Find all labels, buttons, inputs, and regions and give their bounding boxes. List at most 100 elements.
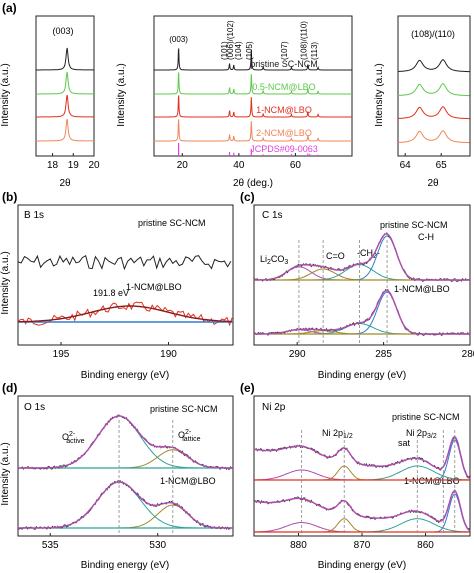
b-fit-envelope <box>17 305 233 323</box>
x-tick-label: 535 <box>42 540 59 551</box>
raw-data-trace <box>253 288 471 337</box>
peak-annotation: (104) <box>234 41 243 60</box>
x-tick-label: 20 <box>177 160 189 171</box>
c-li2co3-label: Li2CO3 <box>260 254 288 266</box>
envelope-trace <box>18 481 233 529</box>
c-title: C 1s <box>262 210 283 221</box>
x-tick-label: 18 <box>47 160 59 171</box>
e-xlabel: Binding energy (eV) <box>318 560 406 571</box>
e-ni2p32-label: Ni 2p3/2 <box>406 428 437 440</box>
c-ch2-label: -CH2- <box>357 248 380 260</box>
b-plot <box>17 254 233 327</box>
a-mid-legend: pristine SC-NCM 0.5-NCM@LBO 1-NCM@LBO 2-NCM… <box>250 59 318 154</box>
a-right-annotation: (108)/(110) <box>411 29 455 39</box>
e-plot <box>253 430 471 536</box>
d-active-label: O2-active <box>62 431 85 445</box>
panel-c: C 1s pristine SC-NCM 1-NCM@LBO Li2CO3 C=… <box>253 204 474 381</box>
a-left-trace <box>36 71 94 95</box>
x-tick-label: 19 <box>68 160 80 171</box>
c-frame <box>253 204 471 346</box>
d-frame <box>17 395 234 537</box>
panel-letter-a: (a) <box>2 1 17 15</box>
a-left-trace <box>36 47 94 71</box>
b-title: B 1s <box>24 210 44 221</box>
x-tick-label: 290 <box>289 349 306 360</box>
x-tick-label: 20 <box>88 160 100 171</box>
c-bottom-label: 1-NCM@LBO <box>394 284 450 294</box>
d-plot <box>17 414 234 536</box>
a-right-ticks: 64 65 <box>400 153 448 171</box>
x-tick-label: 65 <box>436 160 448 171</box>
e-title: Ni 2p <box>262 402 286 413</box>
a-left-annotation: (003) <box>52 26 73 36</box>
x-tick-label: 880 <box>290 540 307 551</box>
panel-letter-e: (e) <box>240 381 255 395</box>
raw-data-trace <box>17 479 234 531</box>
d-title: O 1s <box>24 402 45 413</box>
b-bottom-label: 1-NCM@LBO <box>126 282 182 292</box>
x-tick-label: 190 <box>160 349 177 360</box>
panel-letter-d: (d) <box>2 381 17 395</box>
a-mid-trace <box>154 119 352 142</box>
peak-annotation: (108)/(110) <box>300 21 309 60</box>
b-pristine-trace <box>17 254 232 271</box>
e-ni2p12-label: Ni 2p1/2 <box>322 428 353 440</box>
d-xlabel: Binding energy (eV) <box>81 560 169 571</box>
envelope-trace <box>253 436 471 480</box>
c-ch-label: C-H <box>418 232 434 242</box>
fit-component <box>254 522 470 533</box>
a-mid-ylabel: Intensity (a.u.) <box>116 63 127 126</box>
envelope-trace <box>18 415 233 469</box>
e-sat-label: sat <box>398 438 411 448</box>
peak-annotation: (105) <box>245 41 254 60</box>
panel-a-right: Intensity (a.u.) (108)/(110) 64 65 2θ <box>374 15 471 189</box>
x-tick-label: 285 <box>375 349 392 360</box>
fit-component <box>254 291 470 335</box>
a-mid-ticks: 20 40 60 <box>177 153 301 171</box>
legend-label: 2-NCM@LBO <box>256 128 312 138</box>
legend-label: pristine SC-NCM <box>250 59 318 69</box>
fit-component <box>18 481 233 529</box>
envelope-trace <box>253 490 471 532</box>
panel-d: Intensity (a.u.) O 1s pristine SC-NCM 1-… <box>0 395 234 571</box>
a-mid-trace <box>154 95 352 118</box>
b-xlabel: Binding energy (eV) <box>81 370 169 381</box>
peak-annotation: (003) <box>169 35 188 44</box>
b-ylabel: Intensity (a.u.) <box>0 251 11 314</box>
b-top-label: pristine SC-NCM <box>138 218 206 228</box>
a-mid-xlabel: 2θ (deg.) <box>233 178 273 189</box>
c-co-label: C=O <box>326 251 345 261</box>
fit-component <box>254 266 470 281</box>
x-tick-label: 530 <box>149 540 166 551</box>
legend-label: JCPDS#09-0063 <box>250 144 318 154</box>
a-right-xlabel: 2θ <box>427 178 439 189</box>
legend-label: 0.5-NCM@LBO <box>252 82 315 92</box>
envelope-trace <box>254 289 470 335</box>
raw-data-trace <box>17 414 234 471</box>
b-frame <box>17 204 234 346</box>
a-left-ticks: 18 19 20 <box>47 153 100 171</box>
x-tick-label: 40 <box>233 160 245 171</box>
a-left-xlabel: 2θ <box>59 178 71 189</box>
a-left-trace <box>36 118 94 142</box>
b-ev-label: 191.8 eV <box>93 288 129 298</box>
e-bottom-label: 1-NCM@LBO <box>404 476 460 486</box>
legend-label: 1-NCM@LBO <box>256 105 312 115</box>
a-mid-plot <box>154 48 352 156</box>
d-bottom-label: 1-NCM@LBO <box>160 476 216 486</box>
e-ticks: 880 870 860 <box>290 533 434 551</box>
panel-b: Intensity (a.u.) B 1s pristine SC-NCM 1-… <box>0 204 234 381</box>
d-ticks: 535 530 <box>42 533 167 551</box>
peak-annotation: (107) <box>280 41 289 60</box>
x-tick-label: 870 <box>354 540 371 551</box>
a-mid-trace <box>154 48 352 71</box>
x-tick-label: 860 <box>417 540 434 551</box>
panel-letter-c: (c) <box>240 190 255 204</box>
panel-a-mid: Intensity (a.u.) (003)(101)(006)/(102)(1… <box>116 15 353 189</box>
e-top-label: pristine SC-NCM <box>392 412 460 422</box>
peak-annotation: (113) <box>310 42 319 60</box>
a-mid-trace <box>154 72 352 95</box>
panel-e: Ni 2p pristine SC-NCM 1-NCM@LBO Ni 2p1/2… <box>253 395 471 571</box>
peak-annotation: (101) <box>220 41 229 60</box>
